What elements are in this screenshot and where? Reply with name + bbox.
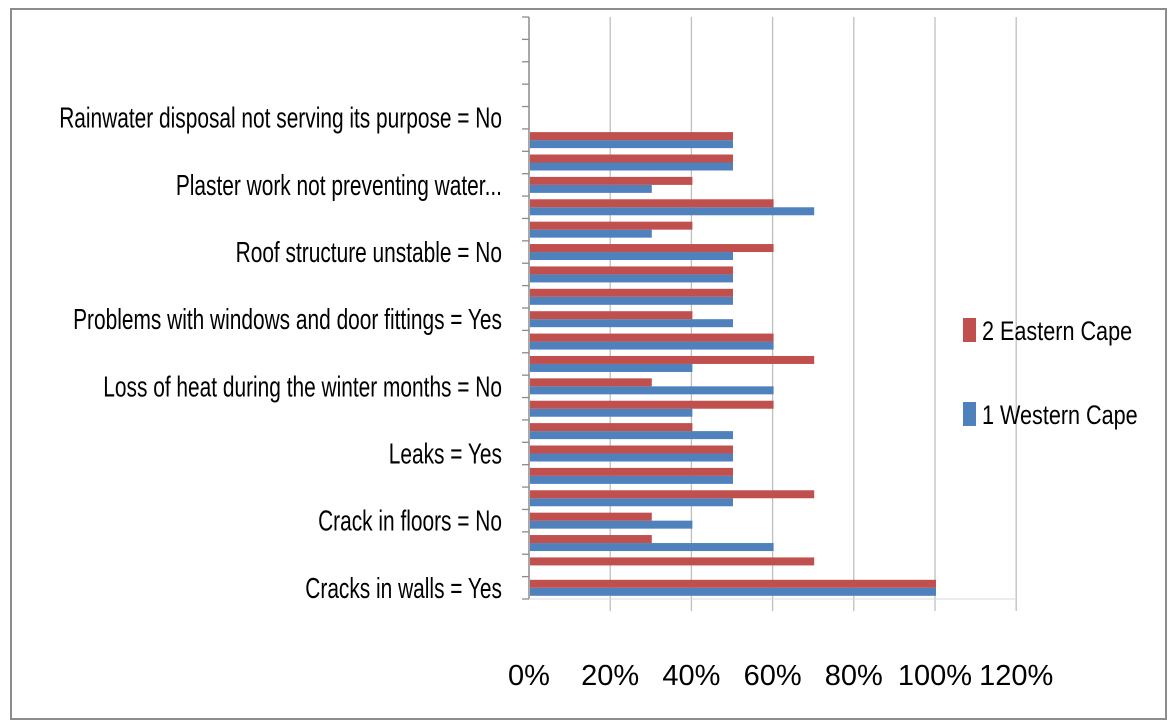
category-label: Problems with windows and door fittings … xyxy=(73,304,502,336)
bar-eastern-cape xyxy=(530,176,693,185)
bar-eastern-cape xyxy=(530,535,652,544)
category-label: Loss of heat during the winter months = … xyxy=(103,371,502,403)
bar-western-cape xyxy=(530,207,815,216)
bar-eastern-cape xyxy=(530,154,733,163)
category-label: Cracks in walls = Yes xyxy=(305,573,502,605)
x-tick-label: 80% xyxy=(825,660,883,692)
bar-western-cape xyxy=(530,587,936,596)
category-label: Rainwater disposal not serving its purpo… xyxy=(59,103,502,135)
x-tick-label: 120% xyxy=(979,660,1053,692)
bar-western-cape xyxy=(530,386,774,395)
bar-eastern-cape xyxy=(530,333,774,342)
x-tick-label: 40% xyxy=(662,660,720,692)
bar-western-cape xyxy=(530,184,652,193)
bar-eastern-cape xyxy=(530,132,733,141)
bar-eastern-cape xyxy=(530,288,733,297)
x-tick-label: 100% xyxy=(898,660,972,692)
bar-western-cape xyxy=(530,229,652,238)
bar-eastern-cape xyxy=(530,400,774,409)
bar-eastern-cape xyxy=(530,579,936,588)
category-label: Roof structure unstable = No xyxy=(236,237,502,269)
bars xyxy=(530,132,936,596)
legend-label: 1 Western Cape xyxy=(982,400,1138,430)
bar-eastern-cape xyxy=(530,378,652,387)
category-labels: Cracks in walls = Yes Crack in floors = N… xyxy=(59,103,502,605)
bar-eastern-cape xyxy=(530,445,733,454)
x-tick-label: 20% xyxy=(581,660,639,692)
legend: 2 Eastern Cape 1 Western Cape xyxy=(963,316,1138,430)
bar-western-cape xyxy=(530,475,733,484)
bar-western-cape xyxy=(530,319,733,328)
bar-western-cape xyxy=(530,296,733,305)
bar-eastern-cape xyxy=(530,512,652,521)
bar-eastern-cape xyxy=(530,355,815,364)
bar-western-cape xyxy=(530,162,733,171)
x-tick-label: 60% xyxy=(744,660,802,692)
gridlines xyxy=(609,17,1017,611)
x-tick-labels: 0% 20% 40% 60% 80% 100% 120% xyxy=(508,660,1053,692)
category-label: Crack in floors = No xyxy=(318,506,502,538)
bar-western-cape xyxy=(530,498,733,507)
legend-swatch xyxy=(963,318,976,342)
legend-label: 2 Eastern Cape xyxy=(982,316,1132,346)
bar-eastern-cape xyxy=(530,423,693,432)
bar-eastern-cape xyxy=(530,467,733,476)
bar-eastern-cape xyxy=(530,244,774,253)
bar-western-cape xyxy=(530,408,693,417)
bar-eastern-cape xyxy=(530,266,733,275)
bar-western-cape xyxy=(530,363,693,372)
bar-western-cape xyxy=(530,274,733,283)
bar-western-cape xyxy=(530,453,733,462)
bar-western-cape xyxy=(530,140,733,149)
x-tick-label: 0% xyxy=(508,660,550,692)
bar-eastern-cape xyxy=(530,221,693,230)
bar-western-cape xyxy=(530,431,733,440)
legend-swatch xyxy=(963,402,976,426)
y-axis xyxy=(522,16,1017,600)
bar-western-cape xyxy=(530,520,693,529)
bar-western-cape xyxy=(530,341,774,350)
bar-eastern-cape xyxy=(530,311,693,320)
bar-western-cape xyxy=(530,252,733,261)
category-label: Leaks = Yes xyxy=(389,439,502,471)
category-label: Plaster work not preventing water... xyxy=(176,170,502,202)
bar-western-cape xyxy=(530,543,774,552)
bar-eastern-cape xyxy=(530,557,815,566)
bar-eastern-cape xyxy=(530,199,774,208)
bar-eastern-cape xyxy=(530,490,815,499)
